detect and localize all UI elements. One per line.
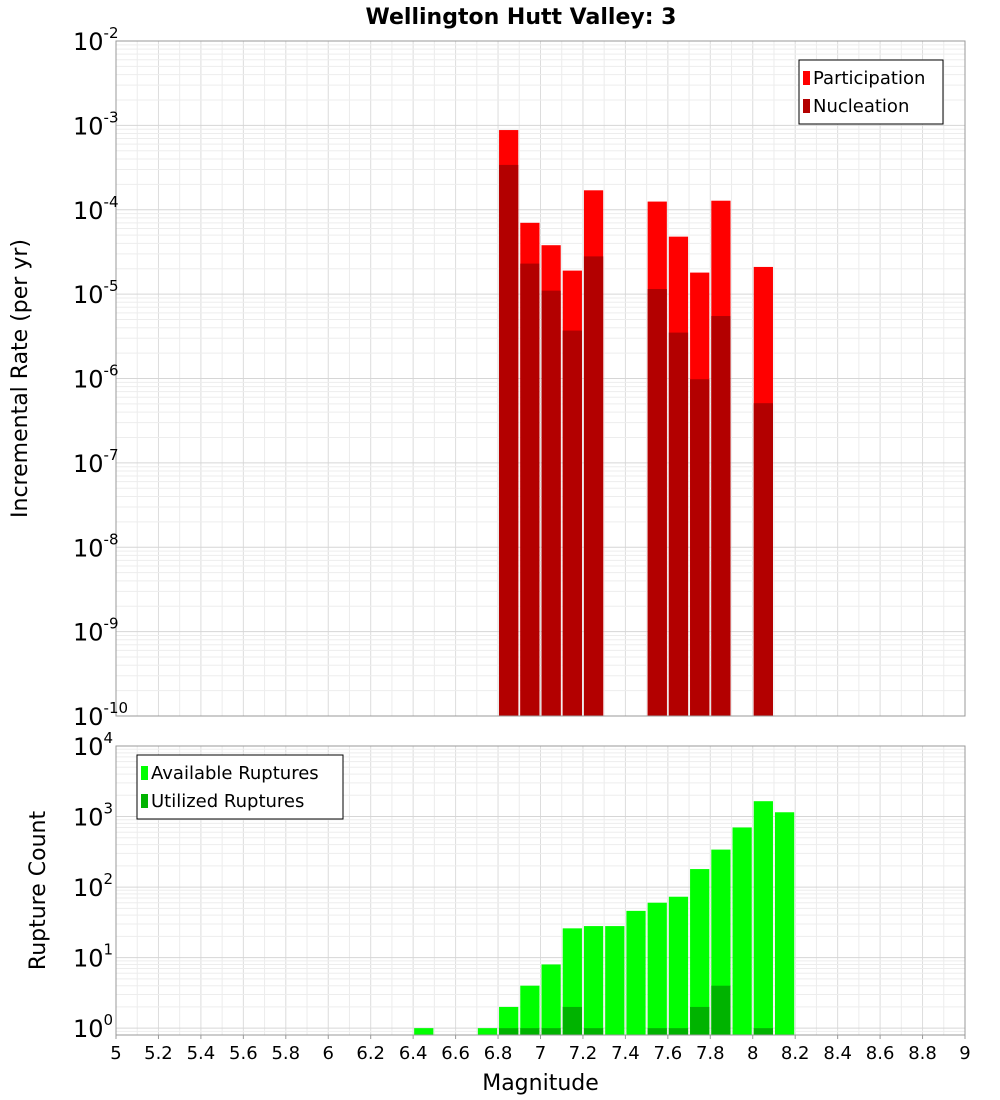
bar-available-ruptures xyxy=(732,827,752,1035)
rate-gridlines xyxy=(115,40,966,717)
bar-nucleation xyxy=(668,332,689,716)
x-tick-label: 7 xyxy=(535,1043,546,1064)
bar-nucleation xyxy=(520,263,540,716)
bar-available-ruptures xyxy=(520,985,540,1035)
y-tick-label: 10-5 xyxy=(73,277,119,309)
y-tick-label: 10-8 xyxy=(73,530,119,562)
x-tick-label: 6.8 xyxy=(484,1043,513,1064)
x-tick-label: 7.8 xyxy=(696,1043,725,1064)
x-tick-label: 9 xyxy=(959,1043,970,1064)
rate-bars xyxy=(499,130,773,717)
bar-available-ruptures xyxy=(499,1006,519,1035)
magnitude-x-axis-label: Magnitude xyxy=(482,1071,599,1096)
bar-utilized-ruptures xyxy=(668,1028,689,1035)
legend-box xyxy=(136,754,344,820)
bar-utilized-ruptures xyxy=(690,1006,710,1035)
bar-utilized-ruptures xyxy=(583,1028,604,1035)
bar-nucleation xyxy=(711,316,731,716)
bar-available-ruptures xyxy=(414,1028,434,1035)
y-tick-label: 10-7 xyxy=(73,446,119,478)
legend-entry: Available Ruptures xyxy=(151,763,319,784)
bar-available-ruptures xyxy=(774,812,795,1035)
x-tick-label: 6 xyxy=(323,1043,334,1064)
bar-available-ruptures xyxy=(647,902,667,1035)
x-tick-label: 8.4 xyxy=(823,1043,852,1064)
x-tick-label: 5.4 xyxy=(187,1043,216,1064)
bar-utilized-ruptures xyxy=(541,1028,561,1035)
x-tick-label: 8.8 xyxy=(908,1043,937,1064)
bar-available-ruptures xyxy=(541,964,561,1035)
bar-nucleation xyxy=(647,289,667,716)
rate-y-axis-label: Incremental Rate (per yr) xyxy=(8,239,33,518)
bar-utilized-ruptures xyxy=(499,1028,519,1035)
chart-title: Wellington Hutt Valley: 3 xyxy=(366,5,677,30)
count-bars xyxy=(414,801,795,1035)
count-legend: Available Ruptures Utilized Ruptures xyxy=(136,754,344,820)
count-y-axis-label: Rupture Count xyxy=(26,811,51,971)
bar-utilized-ruptures xyxy=(562,1006,582,1035)
bar-available-ruptures xyxy=(626,910,646,1035)
y-tick-label: 10-10 xyxy=(73,699,128,731)
magnitude-x-ticks: 5 5.2 5.4 5.6 5.8 6 6.2 6.4 6.6 6.8 7 7.2 7.4 7.6 7.8 8… xyxy=(110,1035,971,1064)
x-tick-label: 7.2 xyxy=(569,1043,598,1064)
bar-utilized-ruptures xyxy=(753,1028,773,1035)
rate-plot-frame xyxy=(115,40,966,717)
bar-nucleation xyxy=(499,164,519,716)
legend-swatch xyxy=(141,766,148,780)
x-tick-label: 8 xyxy=(747,1043,758,1064)
legend-entry: Nucleation xyxy=(813,96,909,117)
y-tick-label: 101 xyxy=(73,941,113,973)
legend-entry: Utilized Ruptures xyxy=(151,791,304,812)
x-tick-label: 6.4 xyxy=(399,1043,428,1064)
y-tick-label: 10-6 xyxy=(73,362,119,394)
y-tick-label: 103 xyxy=(73,800,113,832)
bar-available-ruptures xyxy=(583,926,604,1035)
bar-available-ruptures xyxy=(668,896,689,1035)
y-tick-label: 10-9 xyxy=(73,615,119,647)
legend-box xyxy=(798,59,944,125)
legend-swatch xyxy=(141,794,148,808)
legend-entry: Participation xyxy=(813,68,925,89)
bar-nucleation xyxy=(562,330,582,716)
x-tick-label: 5 xyxy=(110,1043,121,1064)
bar-utilized-ruptures xyxy=(520,1028,540,1035)
count-y-ticks: 100 101 102 103 104 xyxy=(73,729,113,1043)
bar-available-ruptures xyxy=(690,869,710,1035)
x-tick-label: 5.6 xyxy=(229,1043,258,1064)
y-tick-label: 10-3 xyxy=(73,108,119,140)
x-tick-label: 7.4 xyxy=(611,1043,640,1064)
x-tick-label: 6.2 xyxy=(356,1043,385,1064)
y-tick-label: 100 xyxy=(73,1011,113,1043)
rate-legend: Participation Nucleation xyxy=(798,59,944,125)
bar-nucleation xyxy=(690,379,710,716)
y-tick-label: 104 xyxy=(73,729,113,761)
legend-swatch xyxy=(803,99,810,113)
bar-available-ruptures xyxy=(753,801,773,1035)
bar-available-ruptures xyxy=(477,1028,498,1035)
bar-nucleation xyxy=(753,403,773,716)
x-tick-label: 7.6 xyxy=(654,1043,683,1064)
bar-nucleation xyxy=(541,290,561,716)
bar-available-ruptures xyxy=(605,926,625,1035)
bar-utilized-ruptures xyxy=(647,1028,667,1035)
y-tick-label: 102 xyxy=(73,870,113,902)
bar-nucleation xyxy=(583,256,604,716)
count-gridlines xyxy=(115,745,966,1036)
x-tick-label: 8.6 xyxy=(866,1043,895,1064)
x-tick-label: 6.6 xyxy=(441,1043,470,1064)
x-tick-label: 5.2 xyxy=(144,1043,173,1064)
count-panel: 100 101 102 103 104 5 5.2 5.4 5.6 5.8 6 6.2 6.4 6.6 6… xyxy=(26,729,971,1096)
rate-panel: 10-10 10-9 10-8 10-7 10-6 10-5 10-4 10-3 10-2 In… xyxy=(8,24,966,731)
y-tick-label: 10-2 xyxy=(73,24,119,56)
x-tick-label: 5.8 xyxy=(271,1043,300,1064)
bar-utilized-ruptures xyxy=(711,985,731,1035)
rate-y-ticks: 10-10 10-9 10-8 10-7 10-6 10-5 10-4 10-3 10-2 xyxy=(73,24,128,731)
y-tick-label: 10-4 xyxy=(73,193,119,225)
legend-swatch xyxy=(803,71,810,85)
x-tick-label: 8.2 xyxy=(781,1043,810,1064)
